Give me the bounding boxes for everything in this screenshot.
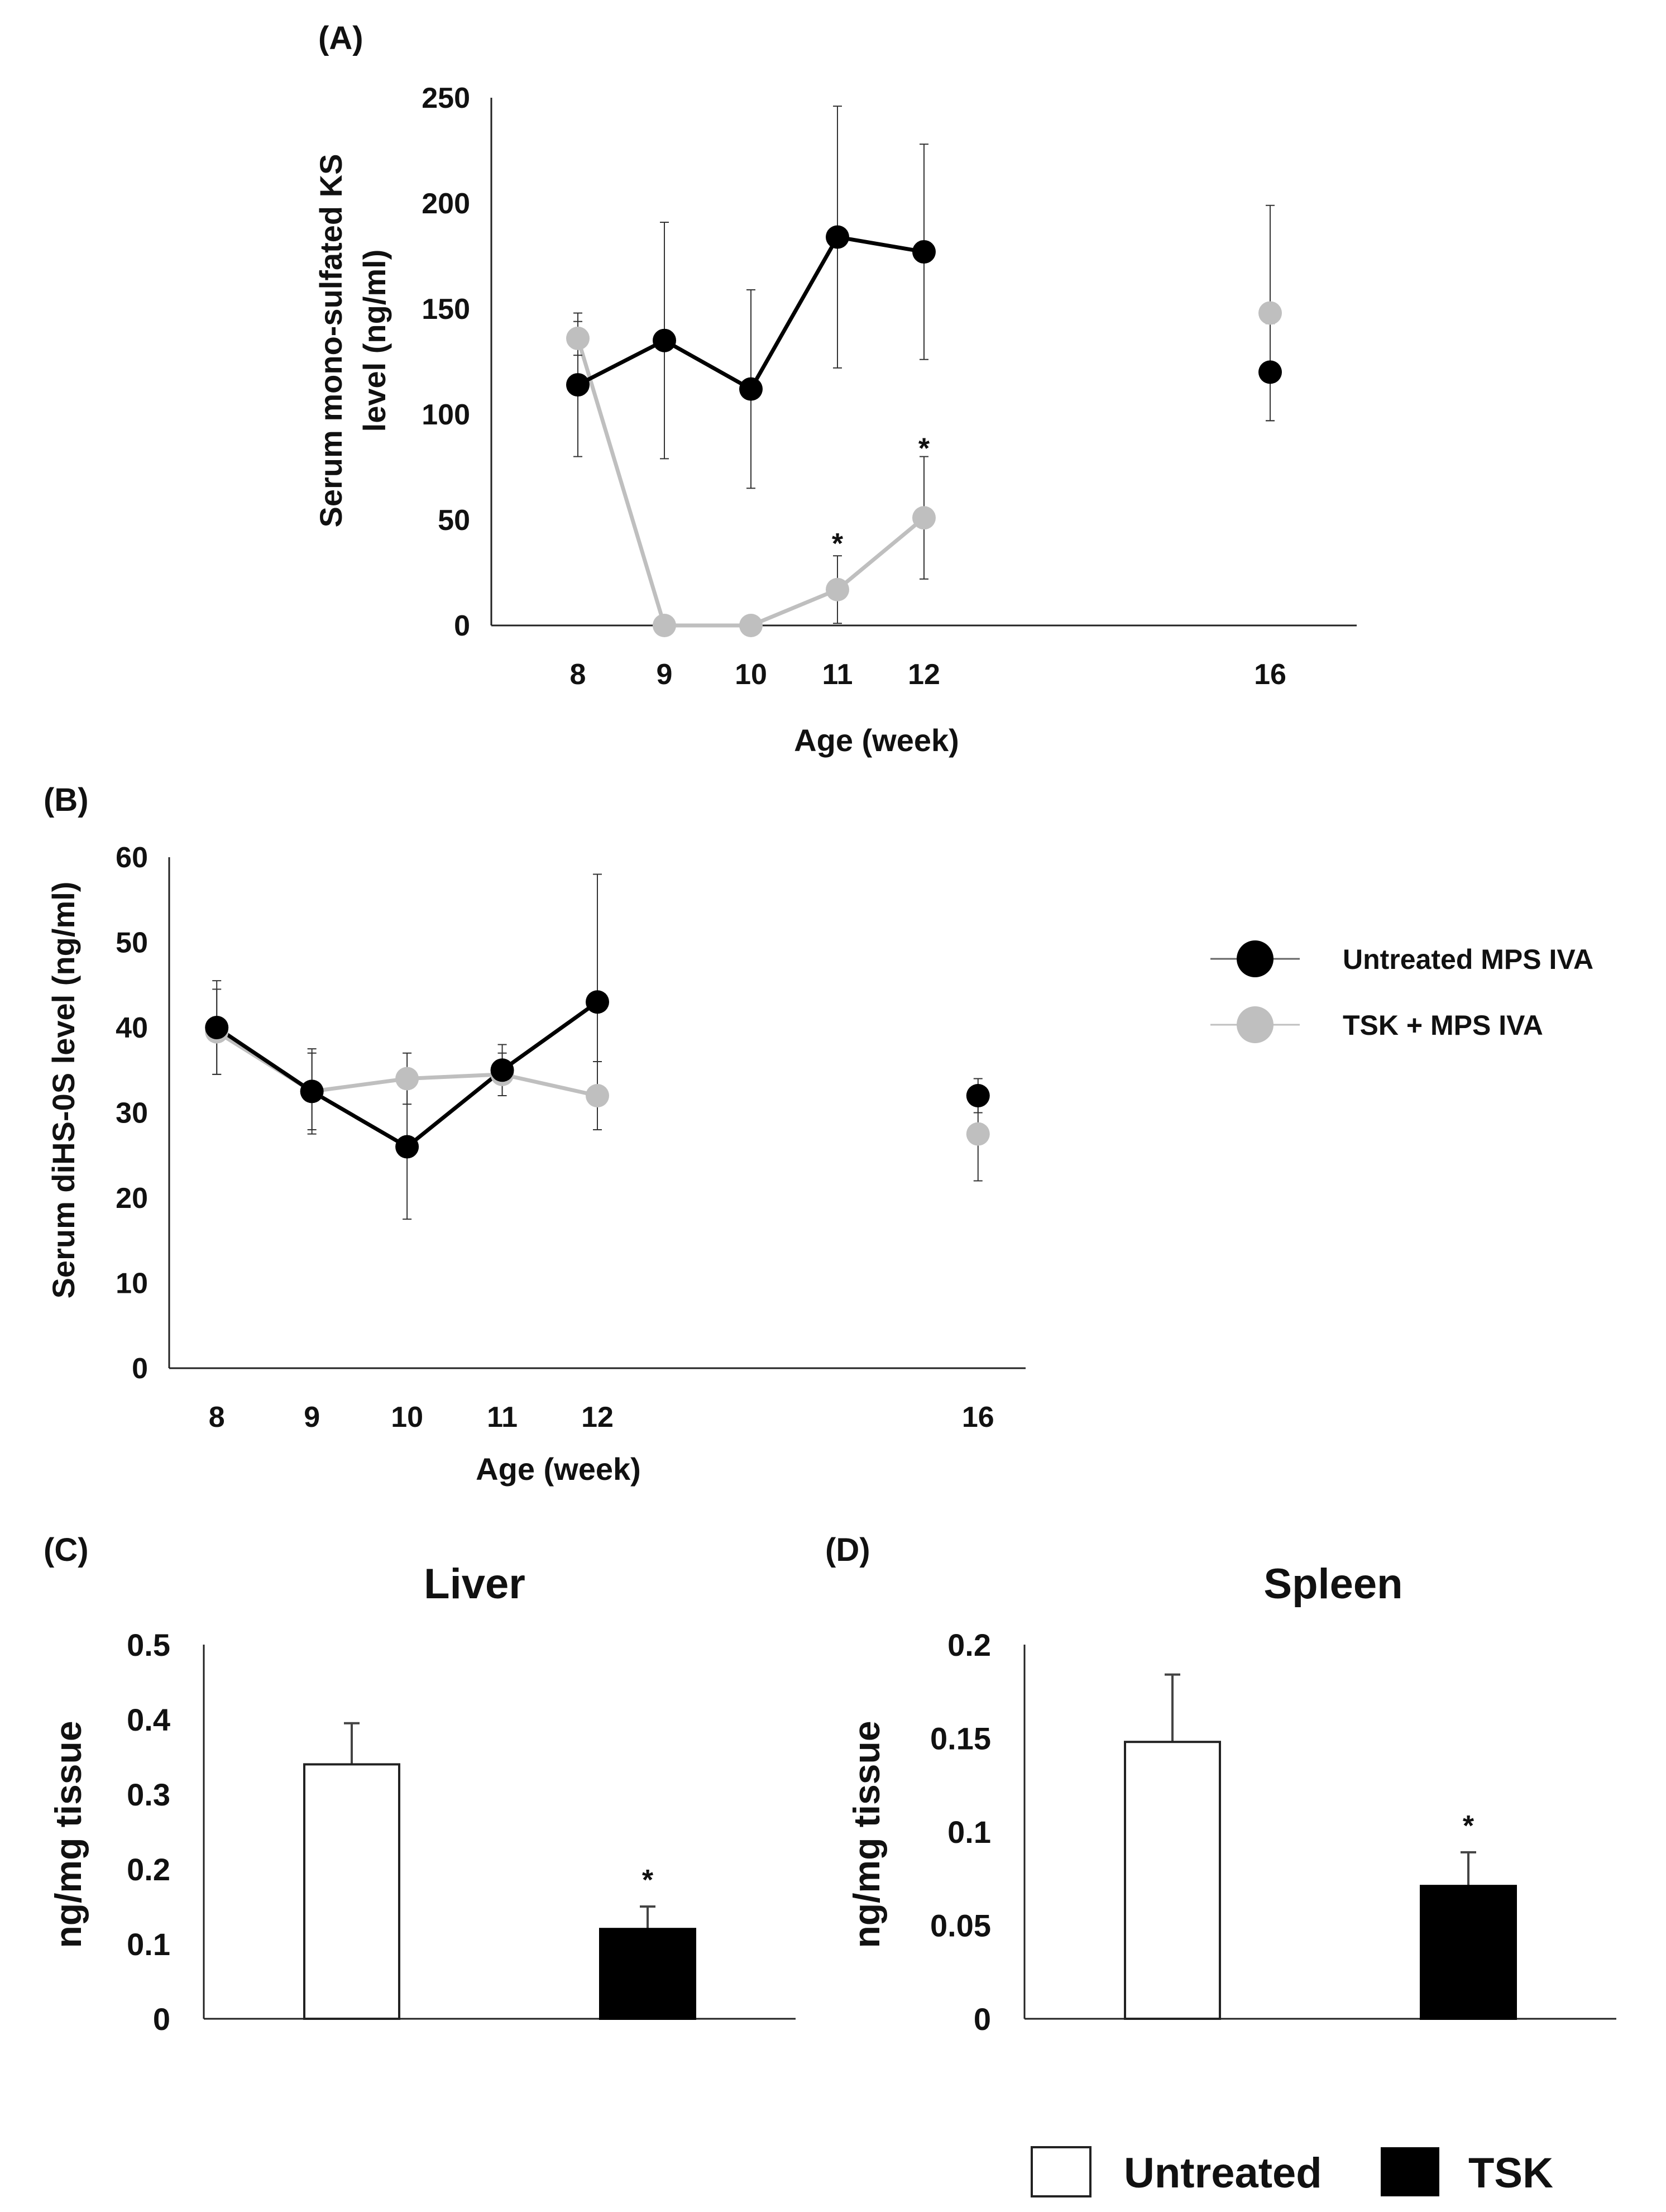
chart-a-point-tsk: [739, 614, 763, 637]
chart-b-ytick-label: 40: [116, 1012, 148, 1044]
chart-b-ylabel: Serum diHS-0S level (ng/ml): [46, 882, 81, 1299]
chart-d-ytick-label: 0.05: [930, 1908, 991, 1943]
chart-a: 0 50 100 150 200 250 8 9 10 11 12 16 * * Age (week) S…: [313, 82, 1357, 758]
chart-d-ytick-label: 0: [974, 2001, 991, 2037]
panel-label-b: (B): [44, 782, 89, 818]
chart-b-xtick-label: 12: [581, 1401, 614, 1434]
chart-a-xtick-label: 16: [1254, 658, 1286, 691]
chart-a-xlabel: Age (week): [794, 723, 959, 758]
chart-c: Liver 0 0.1 0.2 0.3 0.4 0.5 * ng/mg tissue: [47, 1560, 796, 2037]
chart-b-point-untreated: [205, 1016, 229, 1039]
chart-a-xtick-label: 10: [735, 658, 767, 691]
chart-b-ytick-label: 60: [116, 842, 148, 874]
chart-a-ytick-label: 100: [422, 399, 470, 431]
panel-label-a: (A): [318, 20, 363, 56]
chart-d-ytick-label: 0.15: [930, 1721, 991, 1756]
chart-b-marks: 0 10 20 30 40 50 60 8 9 10 11 12 16: [116, 842, 1026, 1434]
chart-b-point-untreated: [586, 990, 609, 1014]
chart-b-point-untreated: [395, 1135, 419, 1159]
chart-b-point-tsk: [966, 1122, 990, 1146]
chart-c-marks: 0 0.1 0.2 0.3 0.4 0.5 *: [127, 1627, 796, 2037]
legend-tsk-marker: [1237, 1006, 1274, 1043]
chart-b-point-untreated: [966, 1084, 990, 1107]
chart-a-point-untreated: [566, 373, 590, 397]
chart-a-point-tsk: [912, 506, 936, 530]
chart-b-ytick-label: 10: [116, 1268, 148, 1300]
chart-c-ytick-label: 0: [153, 2001, 170, 2037]
chart-a-point-tsk: [566, 326, 590, 350]
chart-b-xtick-label: 11: [487, 1401, 518, 1434]
legend-bar: Untreated TSK: [1031, 2146, 1553, 2197]
legend-tsk-label: TSK + MPS IVA: [1343, 1010, 1543, 1041]
chart-d-title: Spleen: [1263, 1560, 1402, 1608]
chart-c-ytick-label: 0.4: [127, 1702, 170, 1737]
chart-d-ytick-label: 0.1: [947, 1814, 991, 1850]
chart-a-point-untreated: [912, 240, 936, 264]
chart-c-bar-tsk: [599, 1928, 696, 2020]
chart-a-point-untreated: [1258, 360, 1282, 384]
chart-c-ytick-label: 0.1: [127, 1927, 170, 1962]
chart-a-point-untreated: [653, 328, 676, 352]
chart-a-significance-star: *: [832, 528, 844, 560]
chart-a-point-untreated: [739, 377, 763, 401]
chart-a-marks: 0 50 100 150 200 250 8 9 10 11 12 16 * *: [422, 82, 1357, 691]
chart-b-ytick-label: 0: [132, 1353, 148, 1385]
chart-a-xtick-label: 9: [657, 658, 673, 691]
legend-tsk-swatch: [1381, 2147, 1439, 2196]
chart-b: 0 10 20 30 40 50 60 8 9 10 11 12 16 Age (week) Serum…: [46, 842, 1026, 1487]
chart-b-ytick-label: 50: [116, 927, 148, 959]
panel-label-d: (D): [825, 1532, 870, 1568]
chart-a-ytick-label: 0: [454, 610, 470, 642]
legend-line: Untreated MPS IVA TSK + MPS IVA: [1210, 940, 1593, 1043]
chart-a-ytick-label: 50: [438, 504, 470, 537]
chart-a-ylabel-line-2: level (ng/ml): [357, 250, 392, 432]
chart-d-bar-tsk: [1420, 1885, 1517, 2020]
legend-tsk-bar-label: TSK: [1468, 2149, 1553, 2197]
chart-a-xtick-label: 11: [822, 658, 853, 691]
chart-c-significance-star: *: [642, 1864, 654, 1896]
chart-b-point-untreated: [490, 1058, 514, 1082]
chart-a-point-tsk: [1258, 301, 1282, 325]
chart-c-ylabel: ng/mg tissue: [47, 1721, 89, 1948]
chart-a-ylabel-line-1: Serum mono-sulfated KS: [313, 154, 348, 528]
chart-b-ytick-label: 20: [116, 1182, 148, 1215]
chart-b-ytick-label: 30: [116, 1097, 148, 1130]
chart-a-point-untreated: [826, 225, 849, 249]
chart-c-title: Liver: [424, 1560, 525, 1608]
chart-d-marks: 0 0.05 0.1 0.15 0.2 *: [930, 1627, 1616, 2037]
chart-a-xtick-label: 8: [570, 658, 586, 691]
chart-a-ytick-label: 200: [422, 188, 470, 220]
chart-b-point-tsk: [395, 1067, 419, 1091]
chart-d-significance-star: *: [1463, 1810, 1474, 1842]
chart-b-point-untreated: [300, 1079, 324, 1103]
chart-c-bar-untreated: [303, 1763, 400, 2020]
chart-c-ytick-label: 0.3: [127, 1777, 170, 1812]
chart-d: Spleen 0 0.05 0.1 0.15 0.2 * ng/mg tissue: [846, 1560, 1616, 2037]
chart-b-xtick-label: 16: [962, 1401, 994, 1434]
legend-untreated-bar-label: Untreated: [1124, 2149, 1322, 2197]
chart-a-point-tsk: [653, 614, 676, 637]
chart-d-ylabel: ng/mg tissue: [846, 1721, 887, 1948]
chart-b-xtick-label: 9: [304, 1401, 320, 1434]
chart-a-xtick-label: 12: [908, 658, 940, 691]
chart-a-significance-star: *: [918, 433, 930, 465]
panel-label-c: (C): [44, 1532, 89, 1568]
legend-untreated-marker: [1237, 940, 1274, 977]
chart-b-point-tsk: [586, 1084, 609, 1107]
chart-a-ytick-label: 150: [422, 293, 470, 326]
chart-a-ytick-label: 250: [422, 82, 470, 114]
chart-c-ytick-label: 0.5: [127, 1627, 170, 1662]
chart-b-xlabel: Age (week): [476, 1451, 641, 1487]
chart-d-bar-untreated: [1124, 1741, 1221, 2020]
legend-untreated-swatch: [1031, 2146, 1091, 2197]
chart-b-xtick-label: 10: [391, 1401, 423, 1434]
chart-c-ytick-label: 0.2: [127, 1852, 170, 1887]
legend-untreated-label: Untreated MPS IVA: [1343, 944, 1593, 975]
chart-a-point-tsk: [826, 577, 849, 601]
chart-b-xtick-label: 8: [209, 1401, 225, 1434]
chart-d-ytick-label: 0.2: [947, 1627, 991, 1662]
